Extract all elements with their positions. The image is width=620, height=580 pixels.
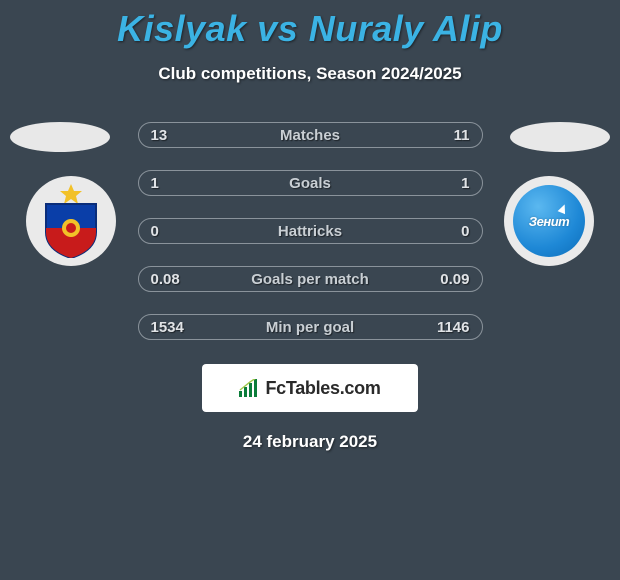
subtitle: Club competitions, Season 2024/2025 (158, 64, 461, 83)
cska-icon (40, 184, 102, 258)
bar-right-value: 11 (454, 127, 470, 144)
bar-goals: 1 Goals 1 (138, 170, 483, 196)
page-title: Kislyak vs Nuraly Alip (117, 8, 503, 49)
player-right-club-badge: Зенит (504, 176, 594, 266)
bar-matches: 13 Matches 11 (138, 122, 483, 148)
player-left-flag (10, 122, 110, 152)
bar-goals-per-match: 0.08 Goals per match 0.09 (138, 266, 483, 292)
source-logo: FcTables.com (202, 364, 418, 412)
bar-label: Min per goal (266, 319, 354, 336)
bar-left-value: 13 (151, 127, 168, 144)
bar-label: Goals per match (251, 271, 369, 288)
zenit-icon: Зенит (513, 185, 585, 257)
player-right-flag (510, 122, 610, 152)
title-wrap: Kislyak vs Nuraly Alip (0, 0, 620, 50)
bar-label: Goals (289, 175, 331, 192)
subtitle-wrap: Club competitions, Season 2024/2025 (0, 64, 620, 84)
cska-center-inner-icon (66, 223, 76, 233)
comparison-bars: 13 Matches 11 1 Goals 1 0 Hattricks 0 0.… (138, 122, 483, 340)
cska-star-icon (60, 184, 82, 204)
date: 24 february 2025 (243, 432, 377, 451)
bar-chart-icon (239, 379, 259, 397)
bar-right-value: 1 (461, 175, 469, 192)
zenit-text: Зенит (529, 214, 569, 229)
bar-right-value: 1146 (437, 319, 470, 336)
bar-hattricks: 0 Hattricks 0 (138, 218, 483, 244)
bar-right-value: 0.09 (440, 271, 469, 288)
bar-label: Hattricks (278, 223, 342, 240)
bar-left-value: 0.08 (151, 271, 180, 288)
bar-right-value: 0 (461, 223, 469, 240)
logo-text: FcTables.com (265, 378, 380, 399)
zenit-arrow-icon (558, 203, 569, 214)
date-wrap: 24 february 2025 (0, 432, 620, 452)
bar-left-value: 0 (151, 223, 159, 240)
player-left-club-badge (26, 176, 116, 266)
bar-label: Matches (280, 127, 340, 144)
bar-left-value: 1 (151, 175, 159, 192)
bar-left-value: 1534 (151, 319, 184, 336)
bar-min-per-goal: 1534 Min per goal 1146 (138, 314, 483, 340)
